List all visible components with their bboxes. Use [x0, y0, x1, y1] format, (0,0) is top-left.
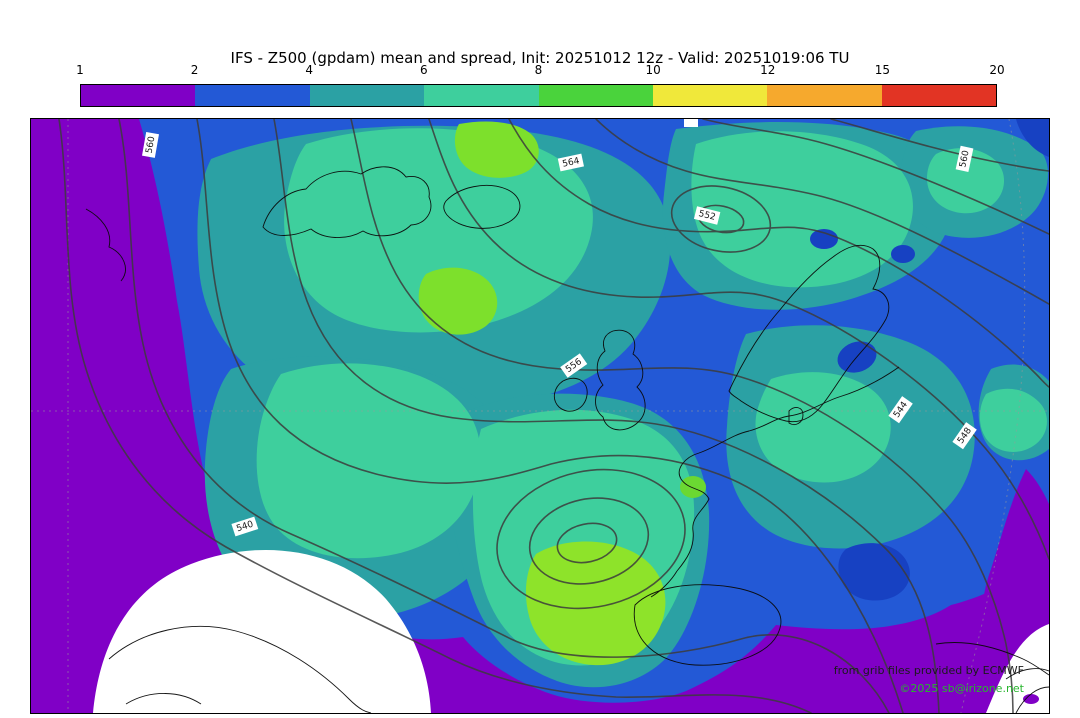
contour-label: 560 — [955, 145, 974, 172]
grid-layer — [31, 119, 1049, 713]
colorbar-tick-label: 8 — [534, 63, 543, 77]
svg-text:552: 552 — [697, 209, 716, 223]
credit-source: from grib files provided by ECMWF — [833, 664, 1024, 677]
colorbar-tick-label: 4 — [305, 63, 314, 77]
colorbar-segments — [80, 84, 997, 107]
colorbar-tick-label: 6 — [420, 63, 428, 77]
svg-text:560: 560 — [958, 149, 971, 168]
colorbar-segment — [81, 85, 196, 106]
colorbar-segment — [652, 85, 768, 106]
colorbar-tick-label: 2 — [190, 63, 199, 77]
colorbar-tick-label: 1 — [76, 63, 84, 77]
contour-layer — [58, 119, 1049, 713]
colorbar-segment — [424, 85, 539, 106]
colorbar-tick-label: 12 — [760, 63, 776, 77]
colorbar-ticks: 1 2 4 6 8 10 12 15 20 — [76, 63, 1004, 79]
colorbar-tick-label: 10 — [645, 63, 661, 77]
contour-label: 560 — [142, 131, 159, 158]
colorbar-segment — [767, 85, 882, 106]
chart-title: IFS - Z500 (gpdam) mean and spread, Init… — [230, 49, 850, 67]
coastline-layer — [85, 166, 1049, 713]
colorbar-segment — [538, 85, 653, 106]
credit-copyright: ©2025 sb@irizone.net — [899, 682, 1024, 695]
contour-label: 540 — [231, 516, 259, 537]
colorbar-tick-label: 20 — [989, 63, 1005, 77]
map-panel: 560 564 552 560 556 544 548 540 — [30, 118, 1050, 714]
colorbar-segment — [881, 85, 996, 106]
contour-label: 552 — [693, 206, 721, 225]
colorbar-tick-label: 15 — [874, 63, 891, 77]
svg-text:560: 560 — [145, 135, 158, 154]
colorbar-segment — [195, 85, 310, 106]
map-gap — [684, 119, 698, 127]
svg-text:564: 564 — [562, 156, 581, 169]
contour-label: 564 — [557, 153, 584, 172]
colorbar-segment — [309, 85, 425, 106]
